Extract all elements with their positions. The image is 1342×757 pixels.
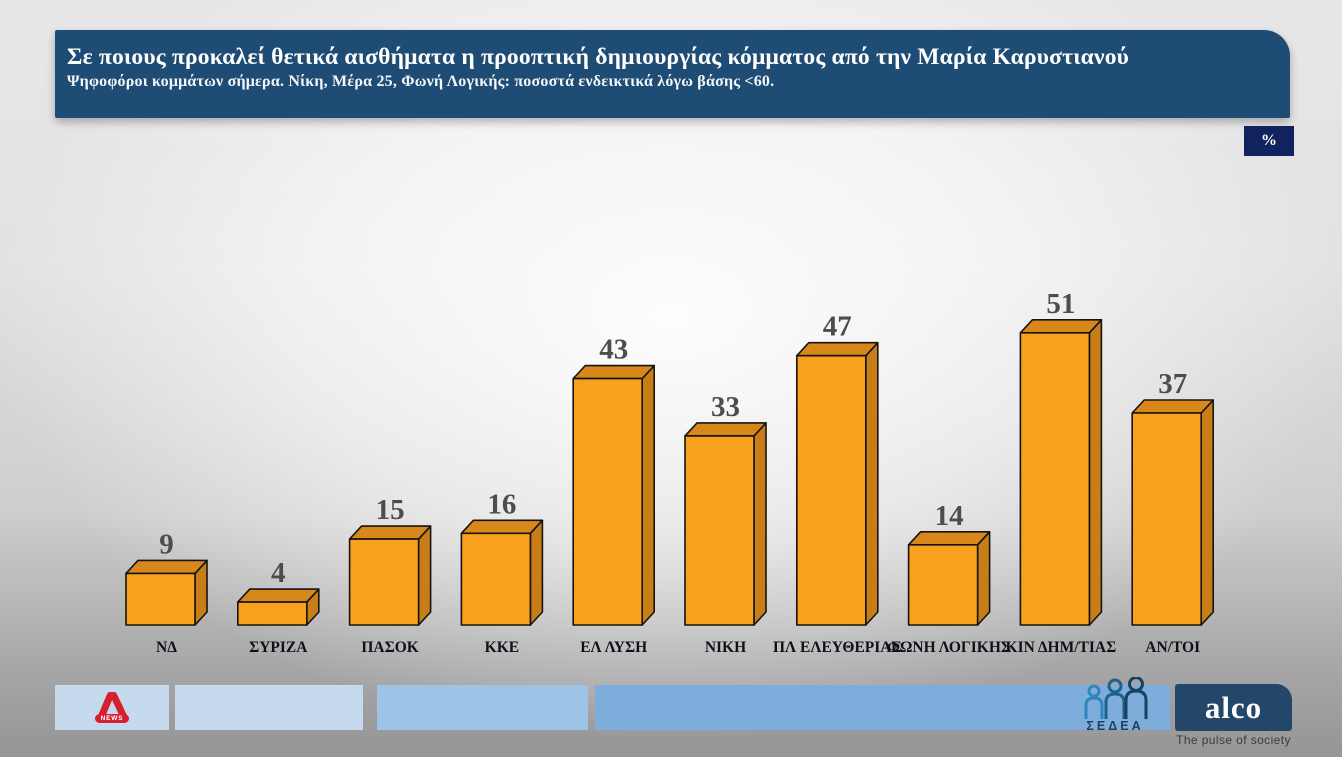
footer-panel-2 — [175, 685, 363, 730]
bar-top-face — [684, 422, 767, 437]
bar — [795, 354, 867, 626]
bar-chart: 9 ΝΔ 4 ΣΥΡΙΖΑ 15 ΠΑΣΟΚ 16 ΚΚΕ 43 ΕΛ ΛΥΣΗ 33 ΝΙΚΗ 47 Π… — [56, 270, 1296, 670]
bar-value-label: 33 — [711, 391, 740, 423]
bar — [1019, 331, 1091, 626]
bar-category-label: ΑΝ/ΤΟΙ — [1145, 639, 1200, 656]
bar — [1131, 412, 1202, 626]
footer-panel-3 — [377, 685, 588, 730]
bar-top-face — [795, 341, 879, 357]
bar-value-label: 16 — [487, 488, 516, 520]
bar — [907, 543, 979, 626]
bar — [460, 532, 532, 626]
alpha-news-badge: NEWS — [94, 713, 130, 724]
bar-top-face — [1131, 399, 1214, 414]
bar-side-face — [1200, 399, 1214, 626]
bar-value-label: 14 — [935, 500, 964, 532]
bar-top-face — [348, 525, 432, 540]
bar-category-label: ΝΔ — [156, 639, 177, 656]
bar-value-label: 47 — [823, 311, 852, 343]
bar-side-face — [1088, 318, 1103, 626]
bar-side-face — [753, 422, 767, 626]
header-bar: Σε ποιους προκαλεί θετικά αισθήματα η πρ… — [55, 30, 1290, 118]
bar-value-label: 15 — [376, 494, 405, 526]
percent-unit-badge: % — [1244, 126, 1294, 156]
chart-title: Σε ποιους προκαλεί θετικά αισθήματα η πρ… — [67, 44, 1130, 70]
bar-category-label: ΦΩΝΗ ΛΟΓΙΚΗΣ — [887, 639, 1011, 656]
alco-tagline: The pulse of society — [1176, 733, 1291, 747]
alco-logo-block: alco The pulse of society — [1175, 684, 1292, 747]
bar-side-face — [976, 530, 991, 626]
bar-category-label: ΝΙΚΗ — [705, 639, 746, 656]
chart-subtitle: Ψηφοφόροι κομμάτων σήμερα. Νίκη, Μέρα 25… — [67, 73, 775, 90]
bar-value-label: 9 — [159, 528, 174, 560]
bar-category-label: ΕΛ ΛΥΣΗ — [580, 639, 647, 656]
bar-top-face — [572, 364, 656, 380]
bar-top-face — [460, 519, 544, 535]
sedea-label: ΣΕΔΕΑ — [1086, 719, 1144, 733]
alco-logo: alco — [1175, 684, 1292, 731]
bar-category-label: ΚΙΝ ΔΗΜ/ΤΙΑΣ — [1006, 639, 1117, 656]
bar-top-face — [237, 588, 320, 603]
bar-chart-canvas: 9 ΝΔ 4 ΣΥΡΙΖΑ 15 ΠΑΣΟΚ 16 ΚΚΕ 43 ΕΛ ΛΥΣΗ 33 ΝΙΚΗ 47 Π… — [125, 288, 1214, 656]
bar-top-face — [907, 530, 991, 546]
bar — [125, 572, 196, 626]
bar-value-label: 51 — [1046, 288, 1075, 320]
alpha-a-icon — [98, 691, 127, 718]
bar-value-label: 43 — [599, 334, 628, 366]
bar — [684, 435, 755, 626]
bar-side-face — [417, 525, 432, 626]
bar-side-face — [529, 519, 544, 626]
bar — [572, 377, 644, 626]
bar-category-label: ΠΑΣΟΚ — [361, 639, 419, 656]
bar-category-label: ΚΚΕ — [485, 639, 519, 656]
bar-category-label: ΣΥΡΙΖΑ — [249, 639, 308, 656]
bar-top-face — [125, 559, 208, 575]
alpha-news-logo: NEWS — [55, 685, 169, 730]
bar — [237, 601, 308, 626]
footer-panel-alpha: NEWS — [55, 685, 169, 730]
bar-value-label: 37 — [1158, 368, 1187, 400]
footer-panel-4: ΣΕΔΕΑ — [595, 677, 1170, 732]
bar-category-label: ΠΛ ΕΛΕΥΘΕΡΙΑΣ — [773, 639, 902, 656]
sedea-people-icon — [1084, 677, 1148, 719]
bar — [348, 538, 420, 626]
bar-side-face — [641, 364, 656, 626]
bar-top-face — [1019, 318, 1103, 334]
sedea-logo: ΣΕΔΕΑ — [1076, 677, 1154, 733]
bar-value-label: 4 — [271, 557, 286, 589]
bar-side-face — [864, 341, 879, 626]
